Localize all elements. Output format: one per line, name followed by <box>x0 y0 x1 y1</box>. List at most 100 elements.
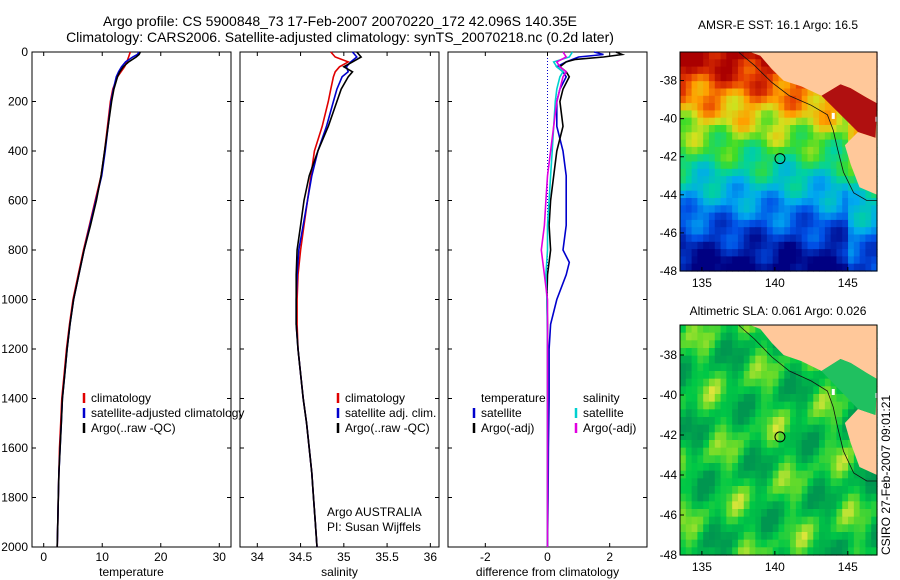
sst-cell <box>790 205 797 214</box>
sla-cell <box>772 363 780 372</box>
sst-cell <box>743 161 751 170</box>
sst-cell <box>714 59 722 68</box>
sla-cell <box>685 501 693 510</box>
sla-cell <box>685 532 693 541</box>
sst-cell <box>813 212 820 221</box>
temperature-legend-entry: climatology <box>91 391 151 405</box>
sla-cell <box>853 539 861 548</box>
sst-cell <box>680 52 687 60</box>
sla-cell <box>685 516 693 525</box>
sla-cell <box>720 409 727 418</box>
sla-cell <box>813 440 820 449</box>
difference-series-0 <box>546 51 604 548</box>
sst-cell <box>755 234 762 243</box>
sla-cell <box>691 340 698 349</box>
sla-cell <box>871 532 878 541</box>
sla-cell <box>743 455 751 464</box>
sla-cell <box>824 516 832 525</box>
sst-cell <box>871 249 878 257</box>
temperature-xtick-label: 20 <box>154 550 168 564</box>
sst-cell <box>720 176 727 184</box>
sla-cell <box>720 501 727 510</box>
sst-cell <box>732 168 739 177</box>
sst-cell <box>853 241 861 250</box>
sla-cell <box>685 325 693 334</box>
sst-cell <box>720 146 727 155</box>
sla-cell <box>772 432 780 441</box>
sst-cell <box>784 190 791 199</box>
sst-cell <box>697 234 704 243</box>
sst-cell <box>749 52 756 60</box>
sst-cell <box>732 219 739 228</box>
sla-cell <box>714 524 722 533</box>
sst-cell <box>720 190 727 199</box>
sla-cell <box>778 386 785 395</box>
sla-cell <box>749 363 756 372</box>
sst-cell <box>871 212 878 221</box>
sst-cell <box>801 117 809 126</box>
sla-cell <box>685 478 693 487</box>
sla-cell <box>766 417 774 426</box>
sst-cell <box>680 234 687 243</box>
sla-cell <box>726 486 733 495</box>
sst-cell <box>685 59 693 68</box>
sst-cell <box>720 81 727 90</box>
sst-cell <box>813 117 820 126</box>
sst-cell <box>859 227 867 236</box>
sla-cell <box>766 363 774 372</box>
sla-cell <box>732 455 739 464</box>
sst-cell <box>749 256 756 265</box>
sla-cell <box>732 470 739 479</box>
sst-cell <box>691 88 698 97</box>
sst-cell <box>801 110 809 119</box>
sst-cell <box>790 146 797 155</box>
sla-cell <box>795 524 803 533</box>
sla-cell <box>720 378 727 387</box>
sla-cell <box>726 478 733 487</box>
sst-cell <box>795 183 803 192</box>
sla-cell <box>859 539 867 548</box>
sla-cell <box>790 516 797 525</box>
sla-cell <box>708 409 716 418</box>
sla-cell <box>830 409 838 418</box>
sla-cell <box>772 493 780 502</box>
sla-cell <box>859 547 867 556</box>
sst-cell <box>807 146 814 155</box>
sla-cell <box>708 470 716 479</box>
sla-cell <box>807 532 814 541</box>
sla-cell <box>708 325 716 334</box>
sla-cell <box>842 470 849 479</box>
sst-cell <box>801 146 809 155</box>
sst-cell <box>680 212 687 221</box>
sst-cell <box>737 241 745 250</box>
sla-cell <box>778 378 785 387</box>
sst-cell <box>685 263 693 272</box>
sla-cell <box>813 455 820 464</box>
sla-cell <box>842 409 849 418</box>
sla-cell <box>720 440 727 449</box>
sla-cell <box>720 363 727 372</box>
sst-land <box>680 52 877 195</box>
sla-cell <box>685 493 693 502</box>
sst-cell <box>865 190 872 199</box>
sst-cell <box>761 81 768 90</box>
sst-cell <box>830 176 838 184</box>
sla-cell <box>836 478 843 487</box>
sst-cell <box>691 249 698 257</box>
sst-cell <box>685 227 693 236</box>
sst-cell <box>680 139 687 148</box>
sla-cell <box>795 378 803 387</box>
sla-cell <box>807 394 814 403</box>
sla-cell <box>737 516 745 525</box>
sla-cell <box>691 348 698 357</box>
sla-cell <box>732 509 739 518</box>
sla-cell <box>848 524 855 533</box>
sst-cell <box>859 256 867 265</box>
sla-cell <box>801 417 809 426</box>
sla-cell <box>778 394 785 403</box>
sst-map-title: AMSR-E SST: 16.1 Argo: 16.5 <box>697 18 859 32</box>
sst-cell <box>749 234 756 243</box>
sst-cell <box>714 66 722 75</box>
sla-cell <box>680 424 687 433</box>
sla-cell <box>819 432 826 441</box>
